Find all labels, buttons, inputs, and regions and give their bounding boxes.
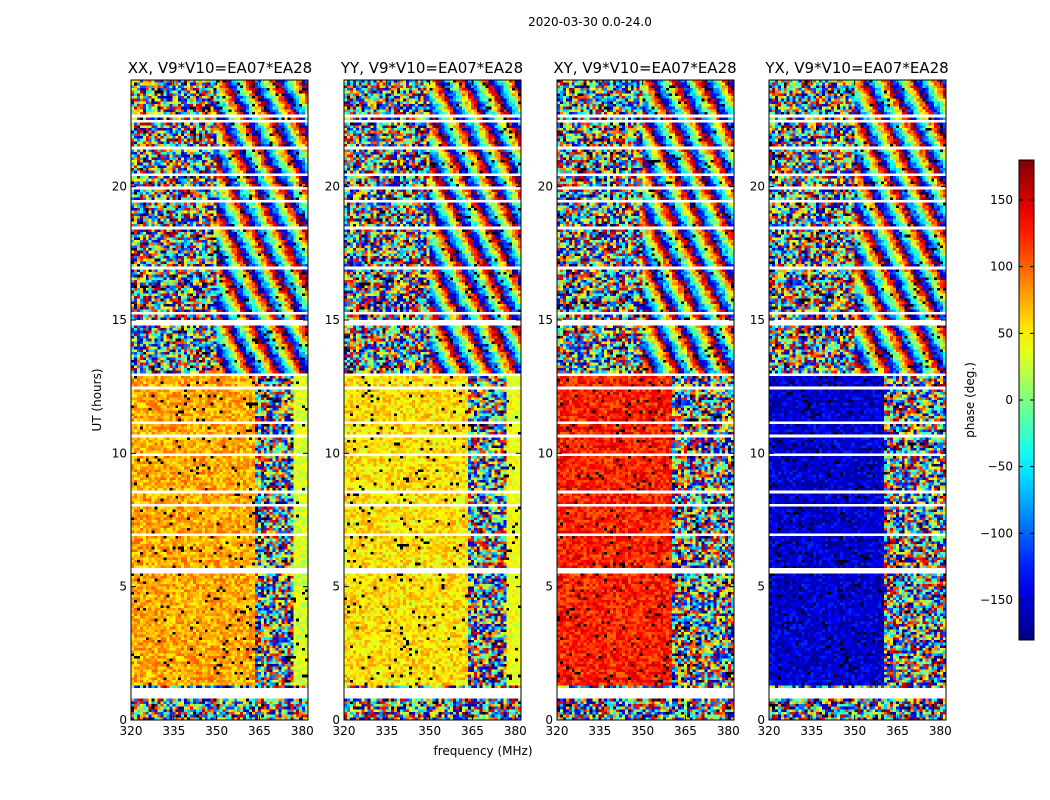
panel-frame	[130, 79, 309, 721]
y-tick-label: 10	[325, 446, 340, 460]
phase-heatmap	[769, 80, 946, 720]
y-tick-label: 15	[112, 313, 127, 327]
colorbar-tick-label: −50	[988, 460, 1013, 474]
y-tick-label: 0	[119, 713, 127, 727]
x-tick-label: 335	[800, 724, 823, 738]
y-tick-label: 20	[112, 180, 127, 194]
x-tick-label: 380	[929, 724, 952, 738]
phase-heatmap	[344, 80, 521, 720]
panel-frame	[343, 79, 522, 721]
colorbar-tick-label: −150	[980, 593, 1013, 607]
y-tick-label: 5	[757, 580, 765, 594]
x-tick-label: 350	[843, 724, 866, 738]
y-tick-label: 0	[545, 713, 553, 727]
panel-frame	[556, 79, 735, 721]
figure-suptitle: 2020-03-30 0.0-24.0	[528, 15, 652, 29]
panel-title-xx: XX, V9*V10=EA07*EA28	[128, 59, 312, 77]
y-tick-label: 15	[750, 313, 765, 327]
y-tick-label: 20	[538, 180, 553, 194]
y-tick-label: 10	[538, 446, 553, 460]
x-tick-label: 335	[162, 724, 185, 738]
x-tick-label: 350	[418, 724, 441, 738]
y-tick-label: 5	[332, 580, 340, 594]
x-tick-label: 365	[461, 724, 484, 738]
x-tick-label: 365	[248, 724, 271, 738]
colorbar-tick-label: 50	[998, 326, 1013, 340]
panel-yx: YX, V9*V10=EA07*EA28 320 335 350 365 380 0 5 10…	[750, 59, 952, 738]
phase-heatmap	[131, 80, 308, 720]
y-tick-label: 15	[325, 313, 340, 327]
colorbar-tick-label: 100	[990, 260, 1013, 274]
y-tick-label: 20	[750, 180, 765, 194]
x-tick-label: 320	[758, 724, 781, 738]
y-tick-label: 10	[750, 446, 765, 460]
panel-xy: XY, V9*V10=EA07*EA28 320 335 350 365 380 0 5 10…	[538, 59, 740, 738]
x-tick-label: 365	[886, 724, 909, 738]
x-tick-label: 380	[291, 724, 314, 738]
x-tick-label: 380	[717, 724, 740, 738]
panel-frame	[768, 79, 947, 721]
panel-xx: XX, V9*V10=EA07*EA28 320 335 350 365 380 0 5 10…	[112, 59, 314, 738]
panel-title-yy: YY, V9*V10=EA07*EA28	[340, 59, 523, 77]
x-tick-label: 335	[588, 724, 611, 738]
colorbar-tick-label: −100	[980, 526, 1013, 540]
y-tick-label: 15	[538, 313, 553, 327]
phase-heatmap	[557, 80, 734, 720]
y-tick-label: 5	[545, 580, 553, 594]
x-tick-label: 350	[631, 724, 654, 738]
y-tick-label: 0	[757, 713, 765, 727]
y-axis-label: UT (hours)	[90, 368, 104, 431]
x-tick-label: 320	[546, 724, 569, 738]
panel-title-xy: XY, V9*V10=EA07*EA28	[553, 59, 736, 77]
y-tick-label: 5	[119, 580, 127, 594]
x-axis-label: frequency (MHz)	[433, 744, 532, 758]
colorbar-label: phase (deg.)	[963, 362, 977, 438]
colorbar: 150 100 50 0 −50 −100 −150	[980, 159, 1035, 641]
y-tick-label: 20	[325, 180, 340, 194]
x-tick-label: 350	[205, 724, 228, 738]
x-tick-label: 320	[120, 724, 143, 738]
panel-yy: YY, V9*V10=EA07*EA28 320 335 350 365 380 0 5 10…	[325, 59, 527, 738]
y-tick-label: 0	[332, 713, 340, 727]
colorbar-tick-label: 150	[990, 193, 1013, 207]
x-tick-label: 320	[333, 724, 356, 738]
colorbar-tick-label: 0	[1005, 393, 1013, 407]
x-tick-label: 365	[674, 724, 697, 738]
x-tick-label: 335	[375, 724, 398, 738]
y-tick-label: 10	[112, 446, 127, 460]
x-tick-label: 380	[504, 724, 527, 738]
panel-title-yx: YX, V9*V10=EA07*EA28	[764, 59, 948, 77]
